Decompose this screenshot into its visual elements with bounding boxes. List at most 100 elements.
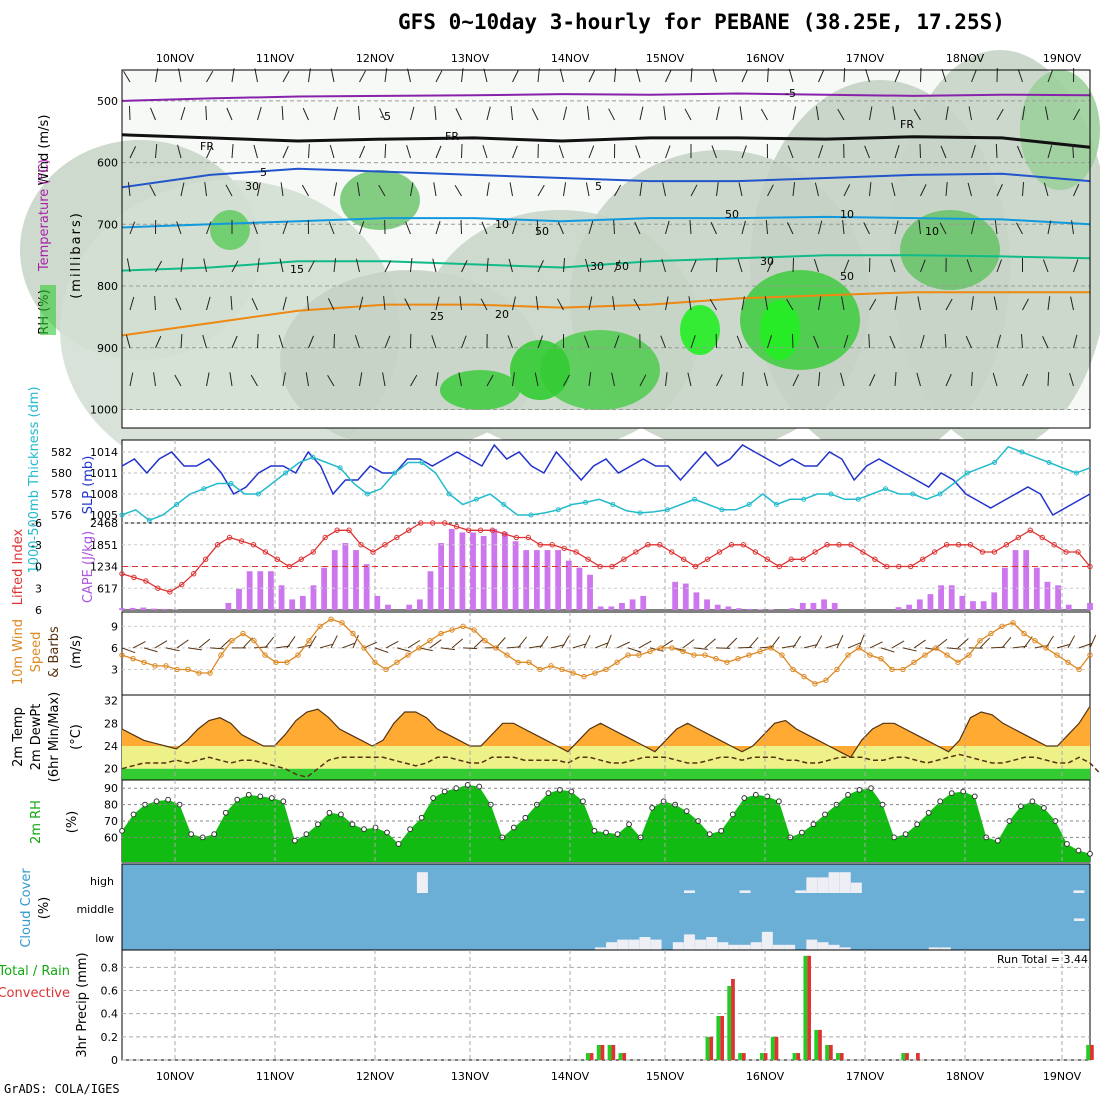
temp-line [121, 705, 1091, 759]
rh-point [315, 821, 321, 828]
wind-barb-108 [940, 145, 947, 159]
rh-point [914, 821, 921, 828]
rh-legend [40, 285, 56, 335]
cape-bar [640, 595, 647, 610]
li-point [179, 581, 185, 588]
wind-barb-136 [690, 184, 698, 197]
wind-barb-93 [558, 145, 564, 159]
cloud-level-low: low [95, 932, 114, 945]
rh-point [245, 791, 252, 798]
day-label-bottom: 10NOV [156, 1070, 195, 1083]
wind-barb-123 [356, 182, 360, 197]
li-tick: -6 [31, 517, 42, 530]
wind-barb-158 [282, 221, 288, 235]
wind-barb-170 [588, 220, 594, 235]
wind-barb-230 [175, 297, 182, 311]
cape-bar [1012, 550, 1019, 610]
temp-tick: 20 [104, 763, 118, 776]
wind10m-barb [352, 634, 359, 649]
li-point [430, 520, 436, 526]
wind-barb-205 [508, 258, 513, 273]
wind-barb-11 [407, 68, 411, 83]
rh-shade-9 [740, 270, 860, 370]
cloud-high-bar [828, 872, 840, 893]
wind-barb-287 [660, 335, 666, 349]
wind-barb-29 [865, 68, 870, 83]
wind-barb-4 [231, 68, 235, 83]
contour-label: -5 [380, 110, 391, 123]
wind-barb-197 [308, 260, 315, 273]
li-point [573, 549, 579, 555]
wind-barb-165 [460, 220, 462, 235]
wind10m-barb [385, 640, 399, 649]
thickness-point [528, 512, 534, 518]
wind10m-barb [165, 647, 180, 652]
wind-barb-53 [510, 106, 513, 121]
wind10m-barb [638, 640, 652, 649]
wind-barb-207 [563, 258, 566, 273]
ylabel-cloud: Cloud Cover [19, 868, 34, 948]
wind-barb-185 [971, 220, 975, 235]
wind-barb-30 [894, 69, 901, 83]
wind-barb-54 [531, 108, 539, 121]
wind-barb-328 [741, 372, 744, 387]
wind-point [240, 630, 246, 637]
wind-barb-325 [665, 372, 668, 387]
wind-barb-268 [180, 334, 183, 349]
contour-1 [121, 133, 1091, 149]
thickness-tick: 582 [51, 446, 72, 459]
li-point [884, 563, 890, 570]
temp-tick: 28 [104, 717, 118, 730]
wind-barb-338 [992, 372, 998, 387]
li-point [167, 589, 173, 595]
precip-frame [121, 949, 1091, 1061]
wind-barb-128 [486, 182, 490, 197]
wind-barb-57 [608, 108, 615, 121]
wind-barb-67 [869, 106, 873, 121]
li-point [226, 534, 233, 541]
wind-point [570, 670, 576, 676]
contour-3 [121, 215, 1091, 229]
wind-point [581, 673, 587, 680]
thickness-point [1019, 449, 1025, 455]
rh-point [280, 798, 287, 805]
wind-barb-311 [305, 372, 309, 387]
contour-label: 10 [925, 225, 939, 238]
cape-bar [895, 607, 902, 610]
li-point [908, 563, 914, 570]
rh-point [395, 841, 402, 847]
wind10m-barb [396, 647, 411, 653]
wind-point [383, 666, 389, 673]
wind-barb-39 [150, 107, 156, 121]
li-tick: 3 [35, 582, 42, 595]
rh-shade-11 [340, 170, 420, 230]
cloud-high-bar [1073, 890, 1085, 893]
thickness-point [555, 507, 561, 513]
thickness-point [664, 507, 670, 513]
rain-bar [596, 1044, 601, 1060]
wind-barb-274 [333, 334, 336, 349]
contour-label: 50 [725, 208, 739, 221]
rh-point [948, 790, 955, 797]
wind-barb-1 [155, 68, 159, 83]
cape-bar [427, 571, 434, 610]
contour-2 [121, 167, 1091, 189]
cape-bar [587, 574, 593, 610]
cape-tick: 2468 [90, 517, 118, 530]
wind-barb-199 [355, 258, 360, 273]
wind-point [339, 620, 345, 626]
thickness-point [1073, 470, 1079, 476]
wind-barb-229 [154, 296, 156, 311]
cape-bar [789, 608, 796, 610]
cape-bar [757, 609, 764, 610]
wind-barb-49 [410, 106, 415, 121]
wind-barb-231 [206, 296, 211, 311]
wind-barb-307 [206, 372, 210, 387]
thickness-point [446, 491, 452, 497]
wind-barb-316 [435, 372, 439, 387]
wind-barb-315 [410, 374, 418, 387]
li-point [764, 556, 771, 562]
wind-point [966, 652, 972, 658]
wind-barb-20 [636, 68, 641, 83]
li-point [286, 563, 293, 570]
